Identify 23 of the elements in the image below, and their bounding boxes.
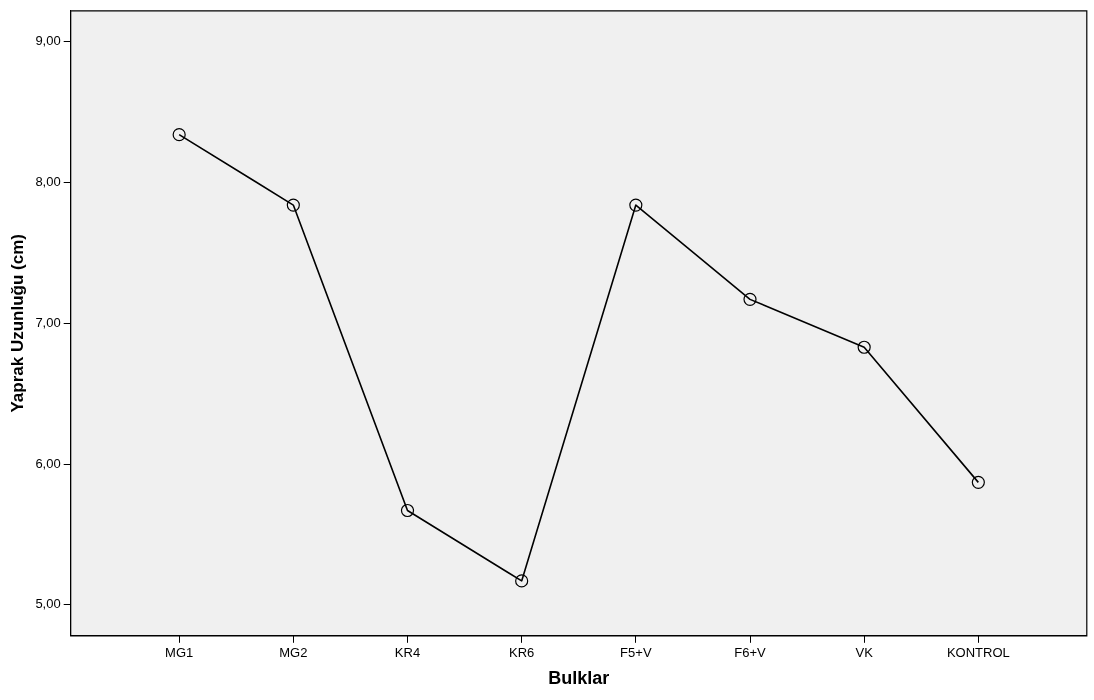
point <box>515 574 529 588</box>
y-axis-title: Yaprak Uzunluğu (cm) <box>7 234 27 413</box>
x-tick-label: KR4 <box>394 645 421 661</box>
y-tick-label: 5,00 <box>35 596 61 612</box>
point <box>629 198 643 212</box>
y-tick-label: 7,00 <box>35 314 61 330</box>
x-axis-title: Bulklar <box>548 668 610 689</box>
x-tick-label: MG2 <box>279 645 308 661</box>
point <box>971 475 985 489</box>
point <box>400 503 415 518</box>
x-tick-label: VK <box>855 645 874 661</box>
point <box>857 340 871 354</box>
x-tick-label: KONTROL <box>946 645 1010 661</box>
x-tick-label: KR6 <box>509 645 535 661</box>
x-tick-label: F6+V <box>734 645 767 661</box>
point <box>743 292 757 306</box>
x-tick-label: MG1 <box>165 645 194 661</box>
point <box>172 128 186 142</box>
x-tick-label: F5+V <box>620 645 652 661</box>
y-tick-label: 9,00 <box>35 33 61 49</box>
y-tick-label: 8,00 <box>35 174 61 190</box>
y-tick-label: 6,00 <box>35 455 61 471</box>
point <box>286 198 300 212</box>
